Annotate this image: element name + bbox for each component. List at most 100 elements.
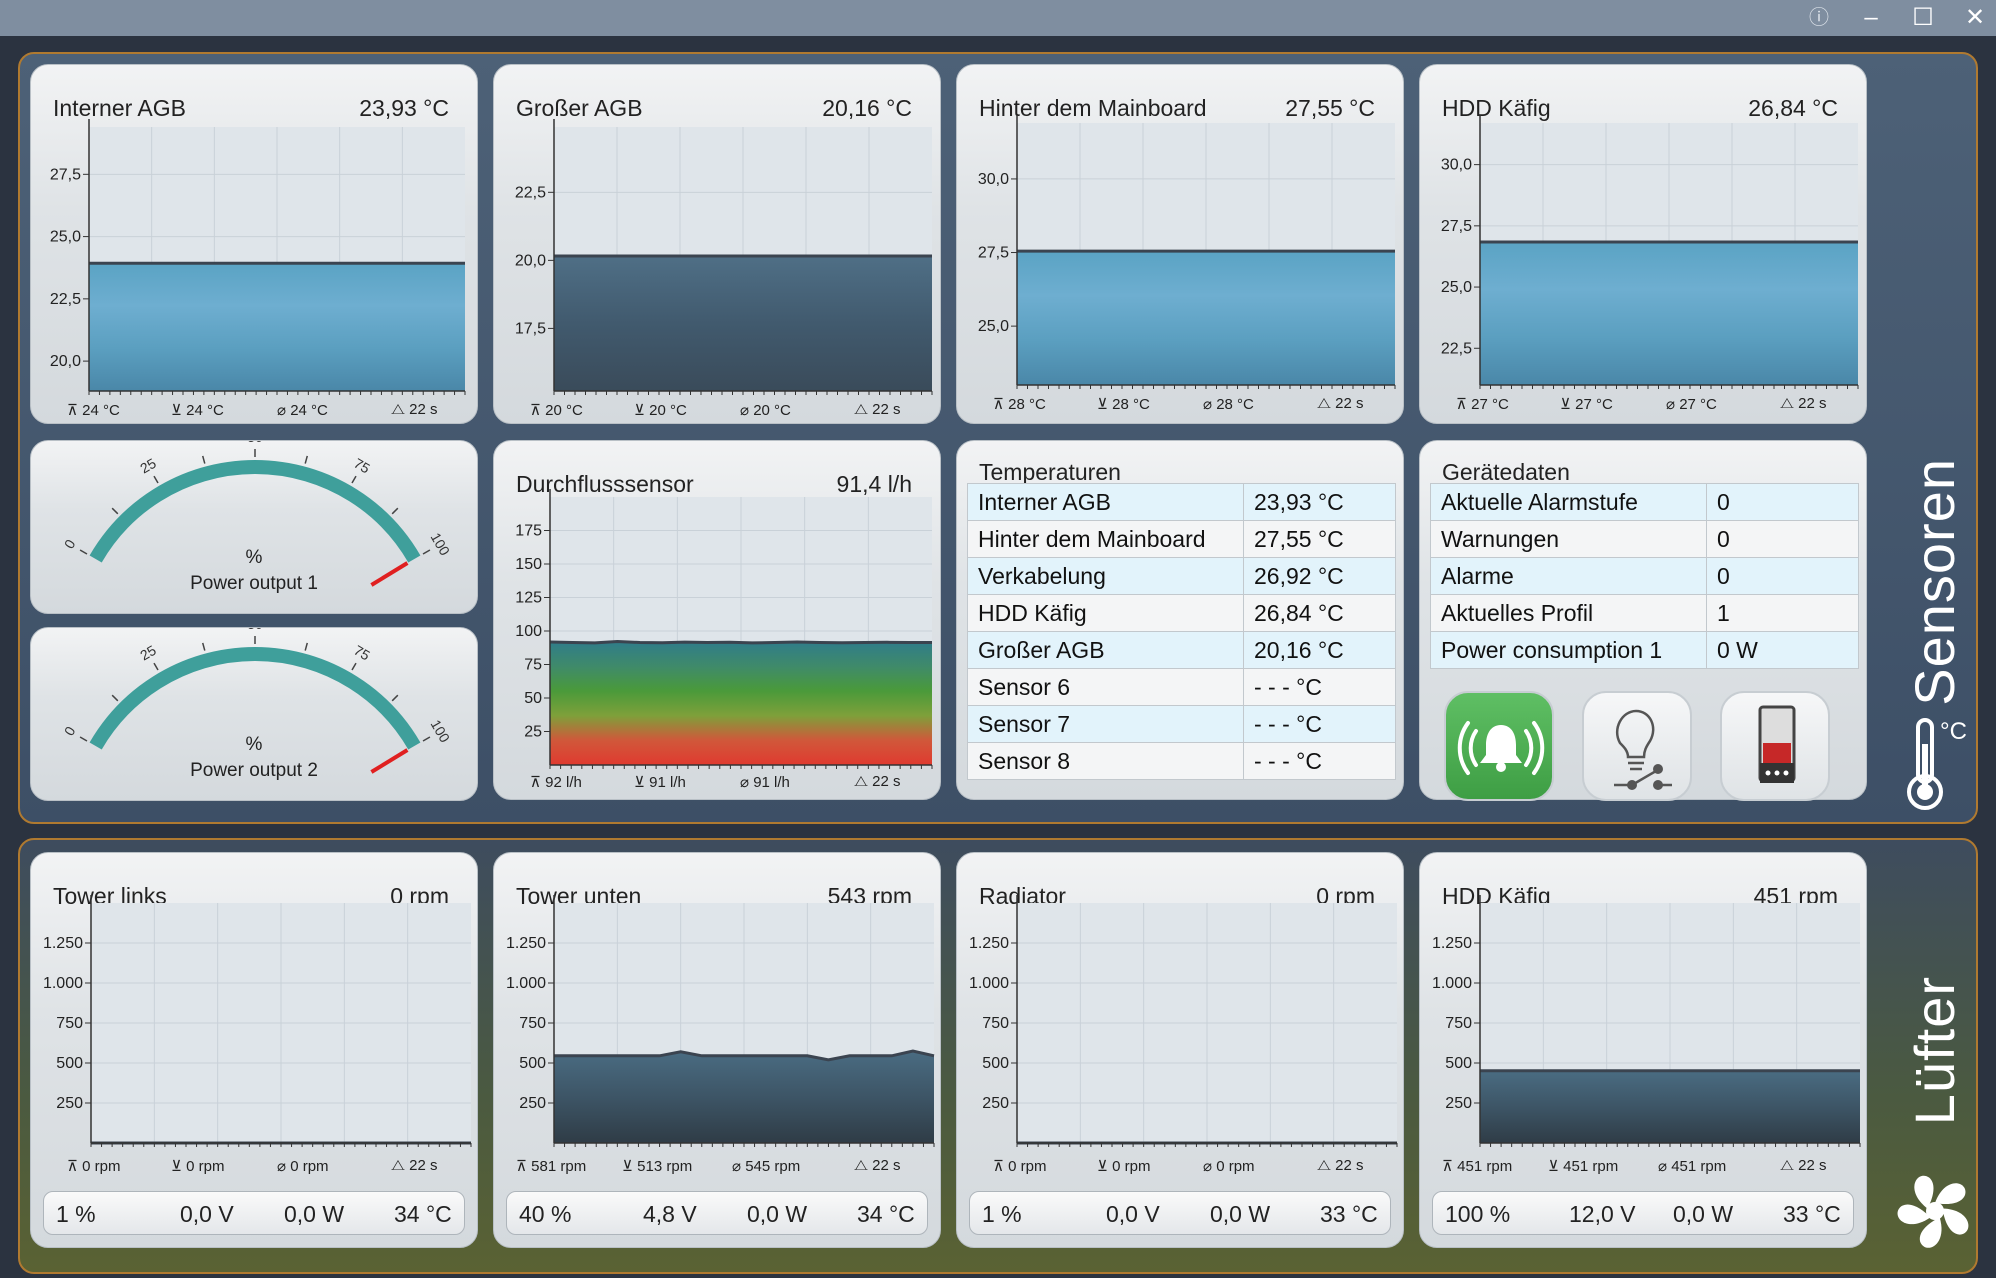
gauge-tick [79, 549, 88, 555]
temp-chart-panel[interactable]: HDD Käfig 26,84 °C 30,0 27,5 25,0 22,5 ⊼ 27… [1419, 64, 1867, 424]
gauge-tick [351, 662, 357, 671]
gauge-tick [111, 694, 119, 702]
chart-value: 26,84 °C [1748, 95, 1838, 121]
info-icon[interactable]: ⓘ [1809, 7, 1829, 29]
fan-percent: 1 % [982, 1201, 1022, 1227]
temp-chart-panel[interactable]: Großer AGB 20,16 °C 22,5 20,0 17,5 ⊼ 20 °C… [493, 64, 941, 424]
row-value: - - - °C [1243, 742, 1396, 780]
device-data-row: Alarme 0 [1430, 557, 1859, 595]
device-data-table: Aktuelle Alarmstufe 0 Warnungen 0 Alarme 0 Akt… [1430, 483, 1859, 669]
gauge-tick [111, 507, 119, 515]
device-data-row: Warnungen 0 [1430, 520, 1859, 558]
gauge-redline [370, 561, 409, 587]
fan-power: 0,0 W [284, 1201, 345, 1227]
chart-value: 20,16 °C [822, 95, 912, 121]
row-label: Aktuelles Profil [1430, 594, 1707, 632]
temperatures-panel: Temperaturen Interner AGB 23,93 °C Hinter … [956, 440, 1404, 800]
row-value: 26,84 °C [1243, 594, 1396, 632]
stat-span: ⧍ 22 s [1780, 395, 1827, 412]
stat-min: ⊼ 0 rpm [67, 1158, 121, 1175]
y-tick-label: 25,0 [1441, 279, 1472, 296]
gauge-tick [153, 662, 159, 671]
stat-avg: ⌀ 91 l/h [740, 774, 790, 791]
stat-min: ⊼ 92 l/h [530, 774, 582, 791]
y-tick-label: 25,0 [978, 318, 1009, 335]
alarm-bell-button[interactable] [1444, 691, 1554, 801]
y-tick-label: 150 [515, 556, 542, 573]
light-switch-button[interactable] [1582, 691, 1692, 801]
y-tick-label: 750 [1445, 1015, 1472, 1032]
gauge-tick-label: 50 [247, 441, 263, 445]
y-tick-label: 27,5 [1441, 218, 1472, 235]
temp-chart-panel[interactable]: Hinter dem Mainboard 27,55 °C 30,0 27,5 25… [956, 64, 1404, 424]
bell-icon [1457, 721, 1545, 775]
gauge-unit: % [245, 734, 263, 755]
stat-span: ⧍ 22 s [1780, 1157, 1827, 1174]
fan-temperature: 34 °C [394, 1201, 452, 1227]
y-tick-label: 30,0 [1441, 157, 1472, 174]
device-data-row: Aktuelles Profil 1 [1430, 594, 1859, 632]
temperature-row: Verkabelung 26,92 °C [967, 557, 1396, 595]
temp-chart: 30,0 27,5 25,0 22,5 [1441, 115, 1859, 389]
fan-temperature: 33 °C [1320, 1201, 1378, 1227]
gauge-tick [153, 475, 159, 484]
chart-title: Durchflusssensor [516, 471, 694, 497]
y-tick-label: 20,0 [515, 252, 546, 269]
temperature-row: Sensor 7- - - °C [967, 705, 1396, 743]
power-output-gauge-2[interactable]: 0255075100 % Power output 2 [30, 627, 478, 801]
y-tick-label: 250 [519, 1095, 546, 1112]
fan-voltage: 12,0 V [1569, 1201, 1636, 1227]
y-tick-label: 250 [982, 1095, 1009, 1112]
gauge-tick [304, 455, 309, 464]
area-series [554, 256, 932, 391]
close-button[interactable]: ✕ [1964, 4, 1986, 31]
row-value: 23,93 °C [1243, 483, 1396, 521]
temp-chart-panel[interactable]: Interner AGB 23,93 °C 27,5 25,0 22,5 20,0 ⊼… [30, 64, 478, 424]
chart-value: 23,93 °C [359, 95, 449, 121]
flow-sensor-panel[interactable]: Durchflusssensor 91,4 l/h 175 150 125 100 75… [493, 440, 941, 800]
stat-span: ⧍ 22 s [854, 1157, 901, 1174]
minimize-button[interactable]: – [1864, 4, 1878, 31]
fan-voltage: 0,0 V [1106, 1201, 1160, 1227]
fan-panel[interactable]: HDD Käfig 451 rpm 1.250 1.000 750 500 250 ⊼ … [1419, 852, 1867, 1248]
power-output-gauge-1[interactable]: 0255075100 % Power output 1 [30, 440, 478, 614]
row-label: Sensor 6 [967, 668, 1244, 706]
stat-min: ⊼ 0 rpm [993, 1158, 1047, 1175]
fan-panel[interactable]: Tower unten 543 rpm 1.250 1.000 750 500 250 … [493, 852, 941, 1248]
fan-percent: 1 % [56, 1201, 96, 1227]
y-tick-label: 750 [519, 1015, 546, 1032]
flow-chart: 175 150 125 100 75 50 25 [515, 489, 933, 769]
fan-panel[interactable]: Radiator 0 rpm 1.250 1.000 750 500 250 ⊼ 0 r… [956, 852, 1404, 1248]
fan-panel[interactable]: Tower links 0 rpm 1.250 1.000 750 500 250 ⊼ … [30, 852, 478, 1248]
temperature-row: Sensor 8- - - °C [967, 742, 1396, 780]
temp-unit-label: °C [1940, 718, 1967, 745]
gauge-dial: 0255075100 [61, 628, 453, 774]
fan-footer: 1 % 0,0 V 0,0 W 34 °C [43, 1191, 465, 1235]
row-value: 0 [1706, 520, 1859, 558]
stat-max: ⊻ 27 °C [1560, 396, 1613, 413]
row-value: 26,92 °C [1243, 557, 1396, 595]
row-label: Warnungen [1430, 520, 1707, 558]
reservoir-icon [1758, 705, 1796, 783]
y-tick-label: 1.000 [969, 975, 1009, 992]
panel-title: Temperaturen [979, 459, 1121, 485]
sensors-section-label: Sensoren [1903, 458, 1966, 706]
stat-max: ⊻ 451 rpm [1548, 1158, 1619, 1175]
gauge-tick [391, 694, 399, 702]
stat-max: ⊻ 28 °C [1097, 396, 1150, 413]
y-tick-label: 500 [519, 1055, 546, 1072]
y-tick-label: 750 [982, 1015, 1009, 1032]
stat-avg: ⌀ 20 °C [740, 402, 791, 419]
reservoir-button[interactable] [1720, 691, 1830, 801]
stat-avg: ⌀ 545 rpm [732, 1158, 801, 1175]
stat-max: ⊻ 513 rpm [622, 1158, 693, 1175]
temperature-row: Interner AGB 23,93 °C [967, 483, 1396, 521]
maximize-button[interactable]: ☐ [1912, 4, 1934, 31]
fan-rpm-chart: 1.250 1.000 750 500 250 [43, 895, 472, 1147]
fan-footer: 1 % 0,0 V 0,0 W 33 °C [969, 1191, 1391, 1235]
fan-rpm-chart: 1.250 1.000 750 500 250 [506, 895, 935, 1147]
y-tick-label: 30,0 [978, 171, 1009, 188]
fan-percent: 100 % [1445, 1201, 1511, 1227]
title-bar: ⓘ – ☐ ✕ [0, 0, 1996, 36]
stat-avg: ⌀ 24 °C [277, 402, 328, 419]
